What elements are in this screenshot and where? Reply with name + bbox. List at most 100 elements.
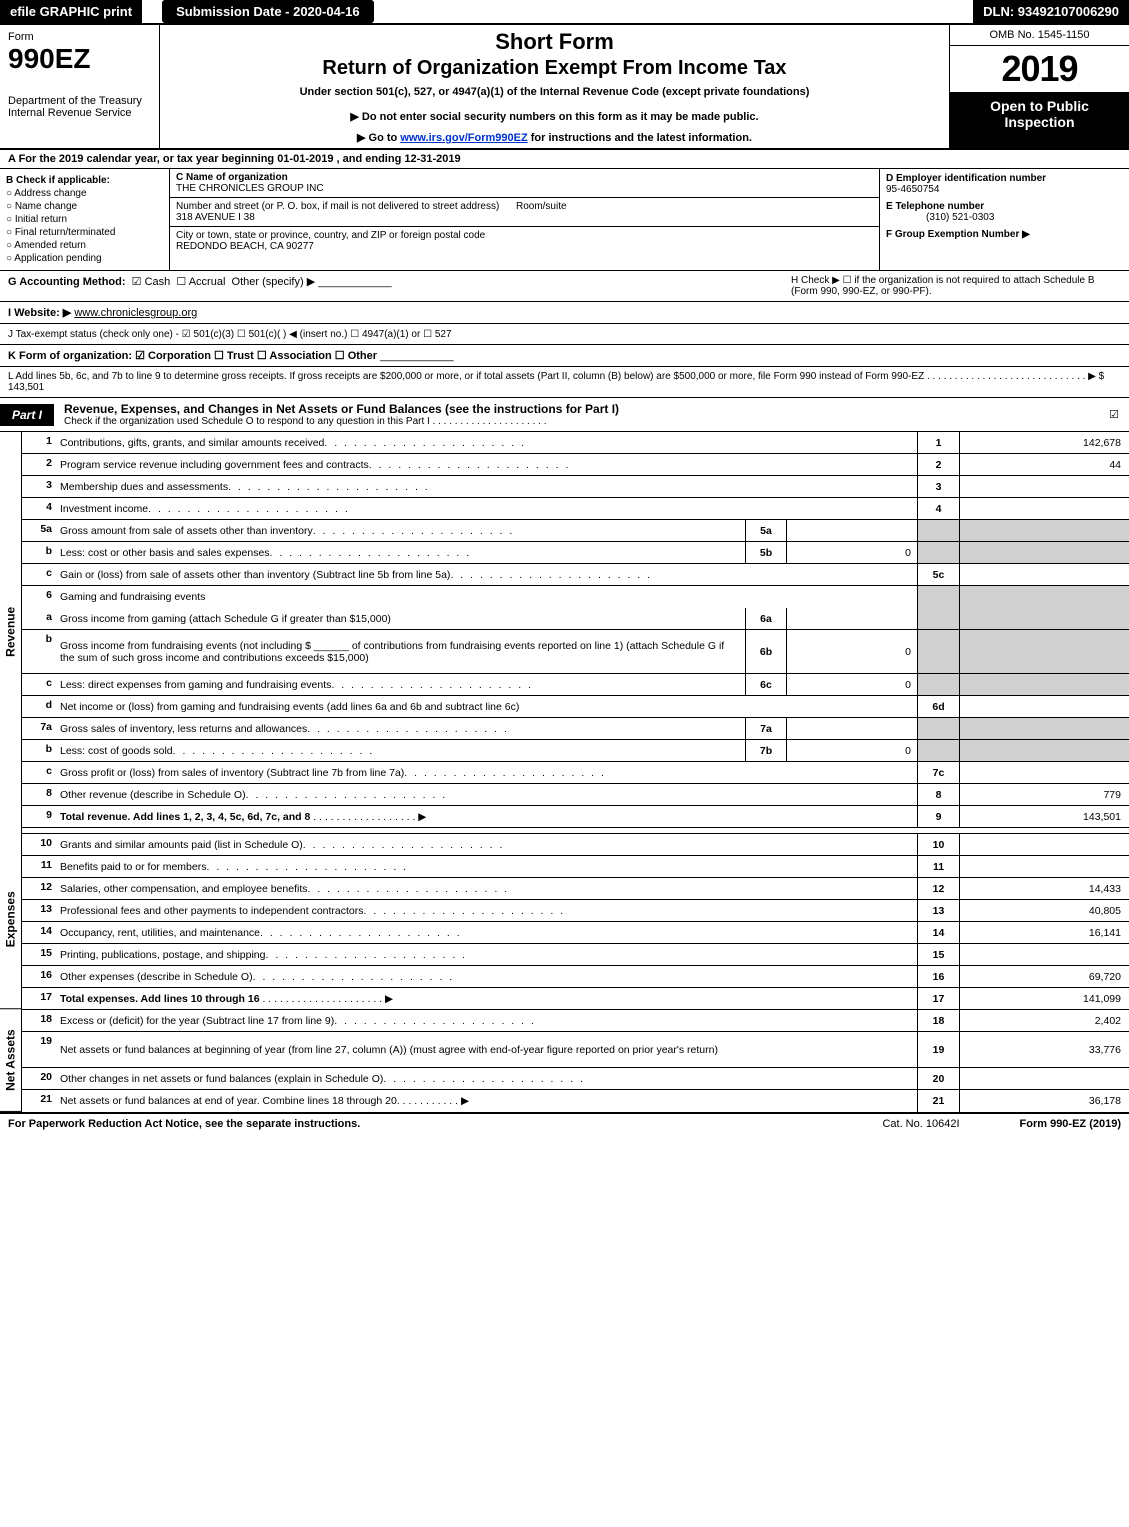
line-8-desc: Other revenue (describe in Schedule O) <box>56 784 917 805</box>
line-1: 1 Contributions, gifts, grants, and simi… <box>22 432 1129 454</box>
part1-title: Revenue, Expenses, and Changes in Net As… <box>54 398 1109 431</box>
line-7b-val <box>959 740 1129 761</box>
accrual-checkbox[interactable]: Accrual <box>176 276 225 288</box>
line-6a-num: a <box>22 608 56 629</box>
phone-label: E Telephone number <box>886 201 984 212</box>
line-13: 13 Professional fees and other payments … <box>22 900 1129 922</box>
line-16-col: 16 <box>917 966 959 987</box>
line-19-desc: Net assets or fund balances at beginning… <box>56 1032 917 1067</box>
line-1-desc: Contributions, gifts, grants, and simila… <box>56 432 917 453</box>
line-10: 10 Grants and similar amounts paid (list… <box>22 834 1129 856</box>
line-19-val: 33,776 <box>959 1032 1129 1067</box>
line-8: 8 Other revenue (describe in Schedule O)… <box>22 784 1129 806</box>
tax-year-row: A For the 2019 calendar year, or tax yea… <box>0 150 1129 169</box>
section-b-label: B Check if applicable: <box>6 175 163 186</box>
catalog-number: Cat. No. 10642I <box>882 1118 959 1130</box>
schedule-o-check[interactable]: ☑ <box>1109 408 1129 421</box>
tax-year: 2019 <box>950 46 1129 92</box>
line-5c-val <box>959 564 1129 585</box>
line-7a-ib: 7a <box>745 718 787 739</box>
line-18-val: 2,402 <box>959 1010 1129 1031</box>
line-1-col: 1 <box>917 432 959 453</box>
address-label: Number and street (or P. O. box, if mail… <box>176 201 499 212</box>
part1-title-text: Revenue, Expenses, and Changes in Net As… <box>64 402 619 416</box>
line-6d: d Net income or (loss) from gaming and f… <box>22 696 1129 718</box>
line-3: 3 Membership dues and assessments 3 <box>22 476 1129 498</box>
line-17-col: 17 <box>917 988 959 1009</box>
line-5c-col: 5c <box>917 564 959 585</box>
line-5c: c Gain or (loss) from sale of assets oth… <box>22 564 1129 586</box>
org-address-row: Number and street (or P. O. box, if mail… <box>170 198 879 227</box>
line-5b-col <box>917 542 959 563</box>
line-12-num: 12 <box>22 878 56 899</box>
check-initial-return[interactable]: Initial return <box>6 214 163 225</box>
short-form-title: Short Form <box>170 29 939 55</box>
line-3-num: 3 <box>22 476 56 497</box>
line-6a-ib: 6a <box>745 608 787 629</box>
part1-badge: Part I <box>0 404 54 426</box>
line-1-val: 142,678 <box>959 432 1129 453</box>
line-6b: b Gross income from fundraising events (… <box>22 630 1129 674</box>
form-footer-label: Form 990-EZ (2019) <box>1020 1118 1121 1130</box>
line-5b-ib: 5b <box>745 542 787 563</box>
check-final-return[interactable]: Final return/terminated <box>6 227 163 238</box>
line-15-num: 15 <box>22 944 56 965</box>
line-4: 4 Investment income 4 <box>22 498 1129 520</box>
line-17-desc: Total expenses. Add lines 10 through 16 … <box>56 988 917 1009</box>
section-d: D Employer identification number 95-4650… <box>886 173 1123 195</box>
line-6d-desc: Net income or (loss) from gaming and fun… <box>56 696 917 717</box>
website-value[interactable]: www.chroniclesgroup.org <box>74 307 197 319</box>
line-6a: a Gross income from gaming (attach Sched… <box>22 608 1129 630</box>
line-14-col: 14 <box>917 922 959 943</box>
org-address: 318 AVENUE I 38 <box>176 212 255 223</box>
line-5b-num: b <box>22 542 56 563</box>
check-name-change[interactable]: Name change <box>6 201 163 212</box>
line-21-num: 21 <box>22 1090 56 1112</box>
form-of-org-row: K Form of organization: ☑ Corporation ☐ … <box>0 345 1129 367</box>
line-7a-desc: Gross sales of inventory, less returns a… <box>56 718 745 739</box>
other-method[interactable]: Other (specify) ▶ <box>232 276 316 288</box>
section-k: K Form of organization: ☑ Corporation ☐ … <box>8 350 377 362</box>
efile-label[interactable]: efile GRAPHIC print <box>0 0 142 23</box>
line-6-num: 6 <box>22 586 56 608</box>
section-def: D Employer identification number 95-4650… <box>879 169 1129 270</box>
line-2-col: 2 <box>917 454 959 475</box>
line-7c: c Gross profit or (loss) from sales of i… <box>22 762 1129 784</box>
line-7b-ib: 7b <box>745 740 787 761</box>
line-2: 2 Program service revenue including gove… <box>22 454 1129 476</box>
page-footer: For Paperwork Reduction Act Notice, see … <box>0 1114 1129 1134</box>
line-10-col: 10 <box>917 834 959 855</box>
irs-link[interactable]: www.irs.gov/Form990EZ <box>400 132 527 144</box>
line-19-num: 19 <box>22 1032 56 1067</box>
header-center: Short Form Return of Organization Exempt… <box>160 25 949 148</box>
line-5c-num: c <box>22 564 56 585</box>
line-9: 9 Total revenue. Add lines 1, 2, 3, 4, 5… <box>22 806 1129 828</box>
line-15-desc: Printing, publications, postage, and shi… <box>56 944 917 965</box>
line-7c-col: 7c <box>917 762 959 783</box>
section-tabs: Revenue Expenses Net Assets <box>0 432 22 1112</box>
form-number: 990EZ <box>8 43 151 75</box>
line-15-val <box>959 944 1129 965</box>
cash-checkbox[interactable]: Cash <box>132 276 171 288</box>
line-5a-num: 5a <box>22 520 56 541</box>
line-6b-num: b <box>22 630 56 673</box>
section-h: H Check ▶ ☐ if the organization is not r… <box>791 275 1121 297</box>
irs-label: Internal Revenue Service <box>8 107 151 119</box>
note2-pre: ▶ Go to <box>357 132 400 144</box>
line-8-val: 779 <box>959 784 1129 805</box>
city-label: City or town, state or province, country… <box>176 230 485 241</box>
line-6a-val <box>959 608 1129 629</box>
line-6-val <box>959 586 1129 608</box>
check-application-pending[interactable]: Application pending <box>6 253 163 264</box>
line-6a-iv <box>787 608 917 629</box>
check-address-change[interactable]: Address change <box>6 188 163 199</box>
line-10-num: 10 <box>22 834 56 855</box>
ssn-warning: ▶ Do not enter social security numbers o… <box>170 110 939 123</box>
check-amended-return[interactable]: Amended return <box>6 240 163 251</box>
section-c: C Name of organization THE CHRONICLES GR… <box>170 169 879 270</box>
part1-table: Revenue Expenses Net Assets 1 Contributi… <box>0 432 1129 1114</box>
top-bar: efile GRAPHIC print Submission Date - 20… <box>0 0 1129 25</box>
line-11-desc: Benefits paid to or for members <box>56 856 917 877</box>
line-13-desc: Professional fees and other payments to … <box>56 900 917 921</box>
line-12-col: 12 <box>917 878 959 899</box>
